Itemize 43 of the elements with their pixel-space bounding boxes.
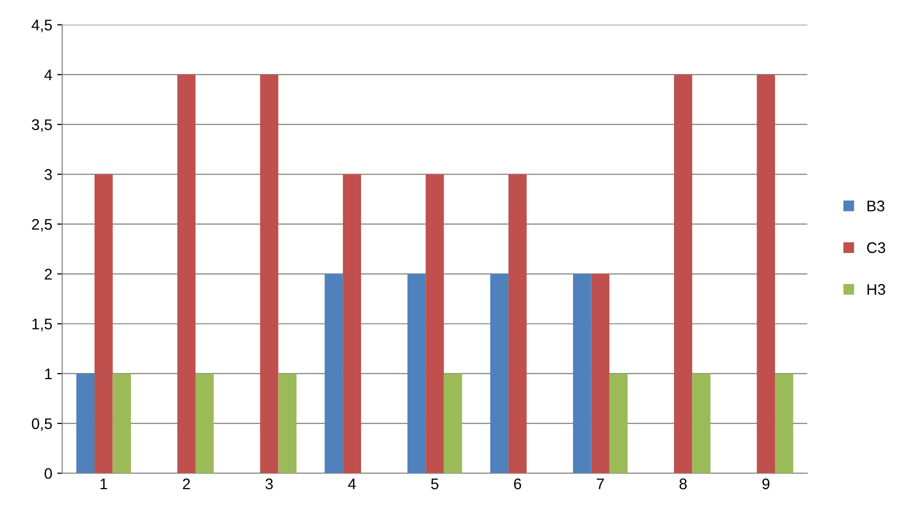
y-tick-label: 1 xyxy=(45,368,52,380)
bar xyxy=(490,274,508,474)
bar xyxy=(94,174,113,474)
bar xyxy=(342,174,362,474)
legend-label: H3 xyxy=(868,284,886,295)
y-tick-label: 4 xyxy=(44,70,52,80)
bar xyxy=(756,74,776,474)
y-tick-label: 4,5 xyxy=(32,20,52,32)
bar xyxy=(591,274,610,474)
y-tick-label: 0 xyxy=(44,468,52,479)
bar xyxy=(775,374,794,474)
bar xyxy=(692,374,710,474)
bar xyxy=(177,74,196,474)
y-tick-label: 3 xyxy=(44,169,52,180)
y-tick-label: 1,5 xyxy=(32,318,52,332)
bar xyxy=(196,374,214,474)
bar xyxy=(260,74,278,474)
x-tick-label: 4 xyxy=(348,478,356,490)
y-tick-label: 3,5 xyxy=(32,119,52,132)
bar xyxy=(112,374,131,474)
x-tick-label: 5 xyxy=(431,478,438,490)
x-tick-label: 8 xyxy=(680,478,687,490)
bar xyxy=(674,74,692,474)
bar xyxy=(573,274,592,474)
bar xyxy=(407,274,426,474)
x-tick-label: 6 xyxy=(514,478,522,490)
bar xyxy=(426,174,444,474)
x-tick-label: 2 xyxy=(182,478,190,490)
x-tick-label: 1 xyxy=(100,478,108,490)
bar xyxy=(609,374,628,474)
x-tick-label: 9 xyxy=(762,478,770,490)
bar xyxy=(278,374,297,474)
legend-label: B3 xyxy=(868,200,884,212)
y-tick-label: 2,5 xyxy=(32,218,52,232)
y-tick-label: 2 xyxy=(44,268,52,280)
x-tick-label: 3 xyxy=(266,478,273,490)
y-tick-label: 0,5 xyxy=(32,418,52,431)
bar xyxy=(508,174,527,474)
bar xyxy=(324,274,343,474)
x-tick-label: 7 xyxy=(596,478,604,490)
legend-label: C3 xyxy=(867,242,886,254)
bar xyxy=(76,374,95,474)
bar xyxy=(444,374,462,474)
